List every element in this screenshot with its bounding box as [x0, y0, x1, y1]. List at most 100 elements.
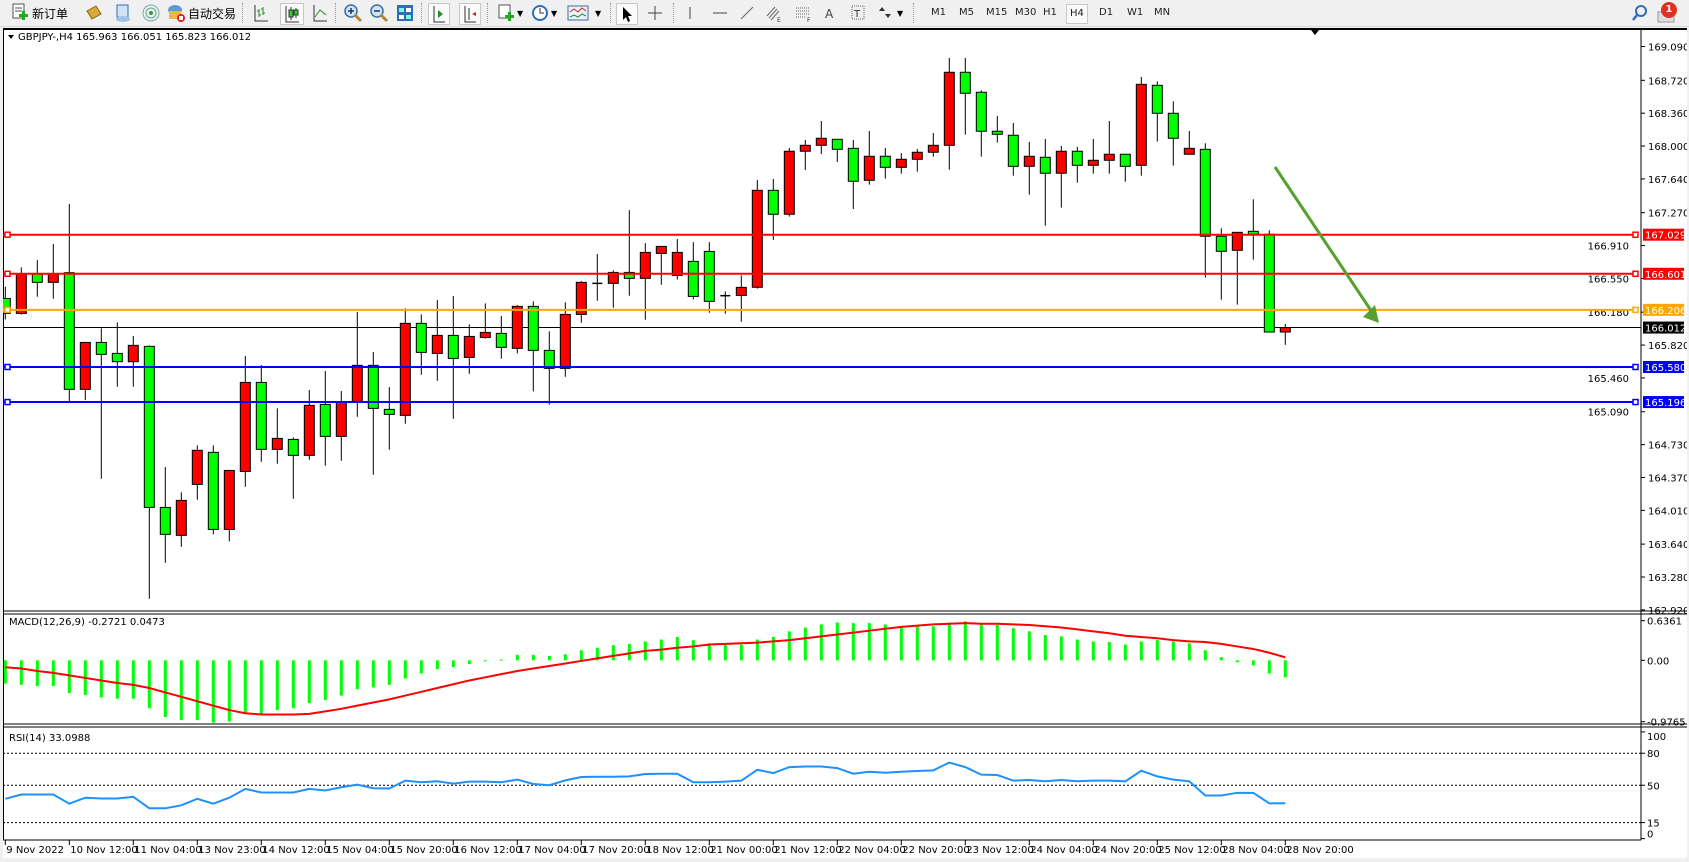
timeframe-m30-button[interactable]: M30	[1015, 7, 1037, 18]
level-price-label: 166.601	[1645, 270, 1686, 281]
macd-bar	[307, 660, 311, 704]
time-tick-label: 21 Nov 12:00	[774, 845, 841, 856]
indicators-button[interactable]	[567, 3, 589, 23]
vertical-line-button[interactable]	[682, 3, 698, 23]
candle-bullish	[815, 137, 827, 146]
time-tick-label: 23 Nov 12:00	[966, 845, 1033, 856]
timeframe-mn-button[interactable]: MN	[1154, 7, 1171, 18]
toolbar-separator	[242, 3, 246, 23]
autotrading-icon	[168, 5, 185, 22]
text-label-button[interactable]: T	[850, 3, 866, 23]
timeframe-m5-button[interactable]: M5	[959, 7, 974, 18]
macd-tick-label: -0.9765	[1647, 718, 1686, 729]
macd-bar	[771, 636, 775, 661]
macd-bar	[99, 660, 103, 698]
chart-shift-marker-icon[interactable]	[1311, 30, 1319, 35]
text-button[interactable]: A	[822, 3, 838, 23]
candle-bearish	[95, 341, 107, 355]
bar-chart-button[interactable]	[252, 3, 270, 23]
level-anchor-handle[interactable]	[1632, 231, 1639, 238]
periods-button[interactable]	[530, 3, 550, 23]
cursor-button[interactable]	[616, 3, 638, 25]
chart-canvas[interactable]: GBPJPY-,H4 165.963 166.051 165.823 166.0…	[3, 30, 1687, 862]
market-watch-button[interactable]	[113, 3, 133, 23]
fibo-channel-icon: E	[766, 6, 781, 23]
down-arrow-drawing[interactable]	[1273, 166, 1374, 313]
candle-bullish	[751, 189, 763, 288]
level-anchor-handle[interactable]	[1632, 398, 1639, 406]
candlestick-icon	[285, 6, 299, 23]
timeframe-m15-button[interactable]: M15	[986, 7, 1008, 18]
fibo-channel-button[interactable]: E	[764, 3, 784, 23]
candle-bearish	[415, 322, 427, 353]
level-anchor-handle[interactable]	[4, 270, 11, 278]
level-price-tag	[1643, 396, 1684, 409]
toolbar-separator	[610, 3, 614, 23]
indicators-icon	[567, 5, 589, 21]
metaeditor-icon	[86, 5, 102, 20]
trendline-button[interactable]	[738, 3, 756, 23]
line-chart-icon	[313, 5, 327, 22]
new-chart-icon	[498, 4, 514, 21]
price-tick-label: 164.370	[1648, 473, 1687, 484]
time-tick-label: 28 Nov 04:00	[1222, 845, 1289, 856]
time-tick-label: 9 Nov 2022	[6, 845, 64, 856]
macd-bar	[611, 645, 615, 661]
level-anchor-handle[interactable]	[1632, 270, 1639, 278]
zoom-in-button[interactable]	[343, 3, 363, 23]
candle-bearish	[319, 403, 331, 437]
timeframe-w1-button[interactable]: W1	[1127, 7, 1144, 18]
macd-bar	[851, 623, 855, 661]
level-anchor-handle[interactable]	[4, 231, 11, 238]
new-chart-dropdown[interactable]: ▼	[517, 9, 524, 18]
macd-bar	[467, 660, 471, 665]
new-chart-button[interactable]	[496, 3, 516, 23]
zoom-out-button[interactable]	[369, 3, 389, 23]
metaeditor-button[interactable]	[84, 3, 104, 23]
macd-bar	[3, 660, 7, 684]
macd-bar	[1123, 644, 1127, 661]
price-tick-label: 164.010	[1648, 506, 1687, 517]
macd-bar	[67, 660, 71, 694]
time-tick-label: 22 Nov 04:00	[838, 845, 905, 856]
fibo-retracement-button[interactable]: F	[794, 3, 814, 23]
horizontal-line-button[interactable]	[711, 3, 729, 23]
candle-bearish	[991, 130, 1003, 135]
candle-bullish	[735, 286, 747, 296]
time-tick-label: 17 Nov 20:00	[582, 845, 649, 856]
autotrading-button[interactable]: 自动交易	[166, 3, 236, 23]
chart-shift-button[interactable]	[459, 3, 481, 25]
timeframe-d1-button[interactable]: D1	[1099, 7, 1114, 18]
timeframe-h1-button[interactable]: H1	[1043, 7, 1057, 18]
level-anchor-handle[interactable]	[1632, 306, 1639, 314]
macd-bar	[931, 626, 935, 661]
periods-dropdown[interactable]: ▼	[551, 9, 558, 18]
crosshair-button[interactable]	[646, 3, 664, 23]
macd-bar	[899, 626, 903, 661]
candlestick-button[interactable]	[280, 3, 304, 25]
auto-scroll-button[interactable]	[428, 3, 450, 25]
chart-menu-triangle-icon[interactable]	[8, 35, 14, 39]
line-chart-button[interactable]	[311, 3, 329, 23]
new-order-button[interactable]: 新订单	[10, 3, 68, 23]
signals-button[interactable]	[141, 3, 161, 23]
candle-bullish	[1103, 153, 1115, 161]
level-anchor-handle[interactable]	[4, 398, 11, 406]
level-anchor-handle[interactable]	[4, 363, 11, 371]
chart-window[interactable]: GBPJPY-,H4 165.963 166.051 165.823 166.0…	[3, 28, 1687, 862]
arrows-dropdown[interactable]: ▼	[897, 9, 904, 18]
level-anchor-handle[interactable]	[1632, 363, 1639, 371]
timeframe-m1-button[interactable]: M1	[931, 7, 946, 18]
search-button[interactable]	[1631, 3, 1649, 23]
rsi-tick-label: 15	[1647, 819, 1660, 830]
tile-windows-button[interactable]	[396, 3, 414, 23]
vertical-line-icon	[689, 7, 691, 19]
level-anchor-handle[interactable]	[4, 306, 11, 314]
timeframe-h4-button[interactable]: H4	[1066, 4, 1088, 24]
macd-bar	[211, 660, 215, 723]
macd-bar	[563, 654, 567, 661]
arrows-button[interactable]	[876, 3, 894, 23]
macd-bar	[1107, 642, 1111, 661]
indicators-dropdown[interactable]: ▼	[595, 9, 602, 18]
auto-scroll-icon	[433, 6, 445, 23]
